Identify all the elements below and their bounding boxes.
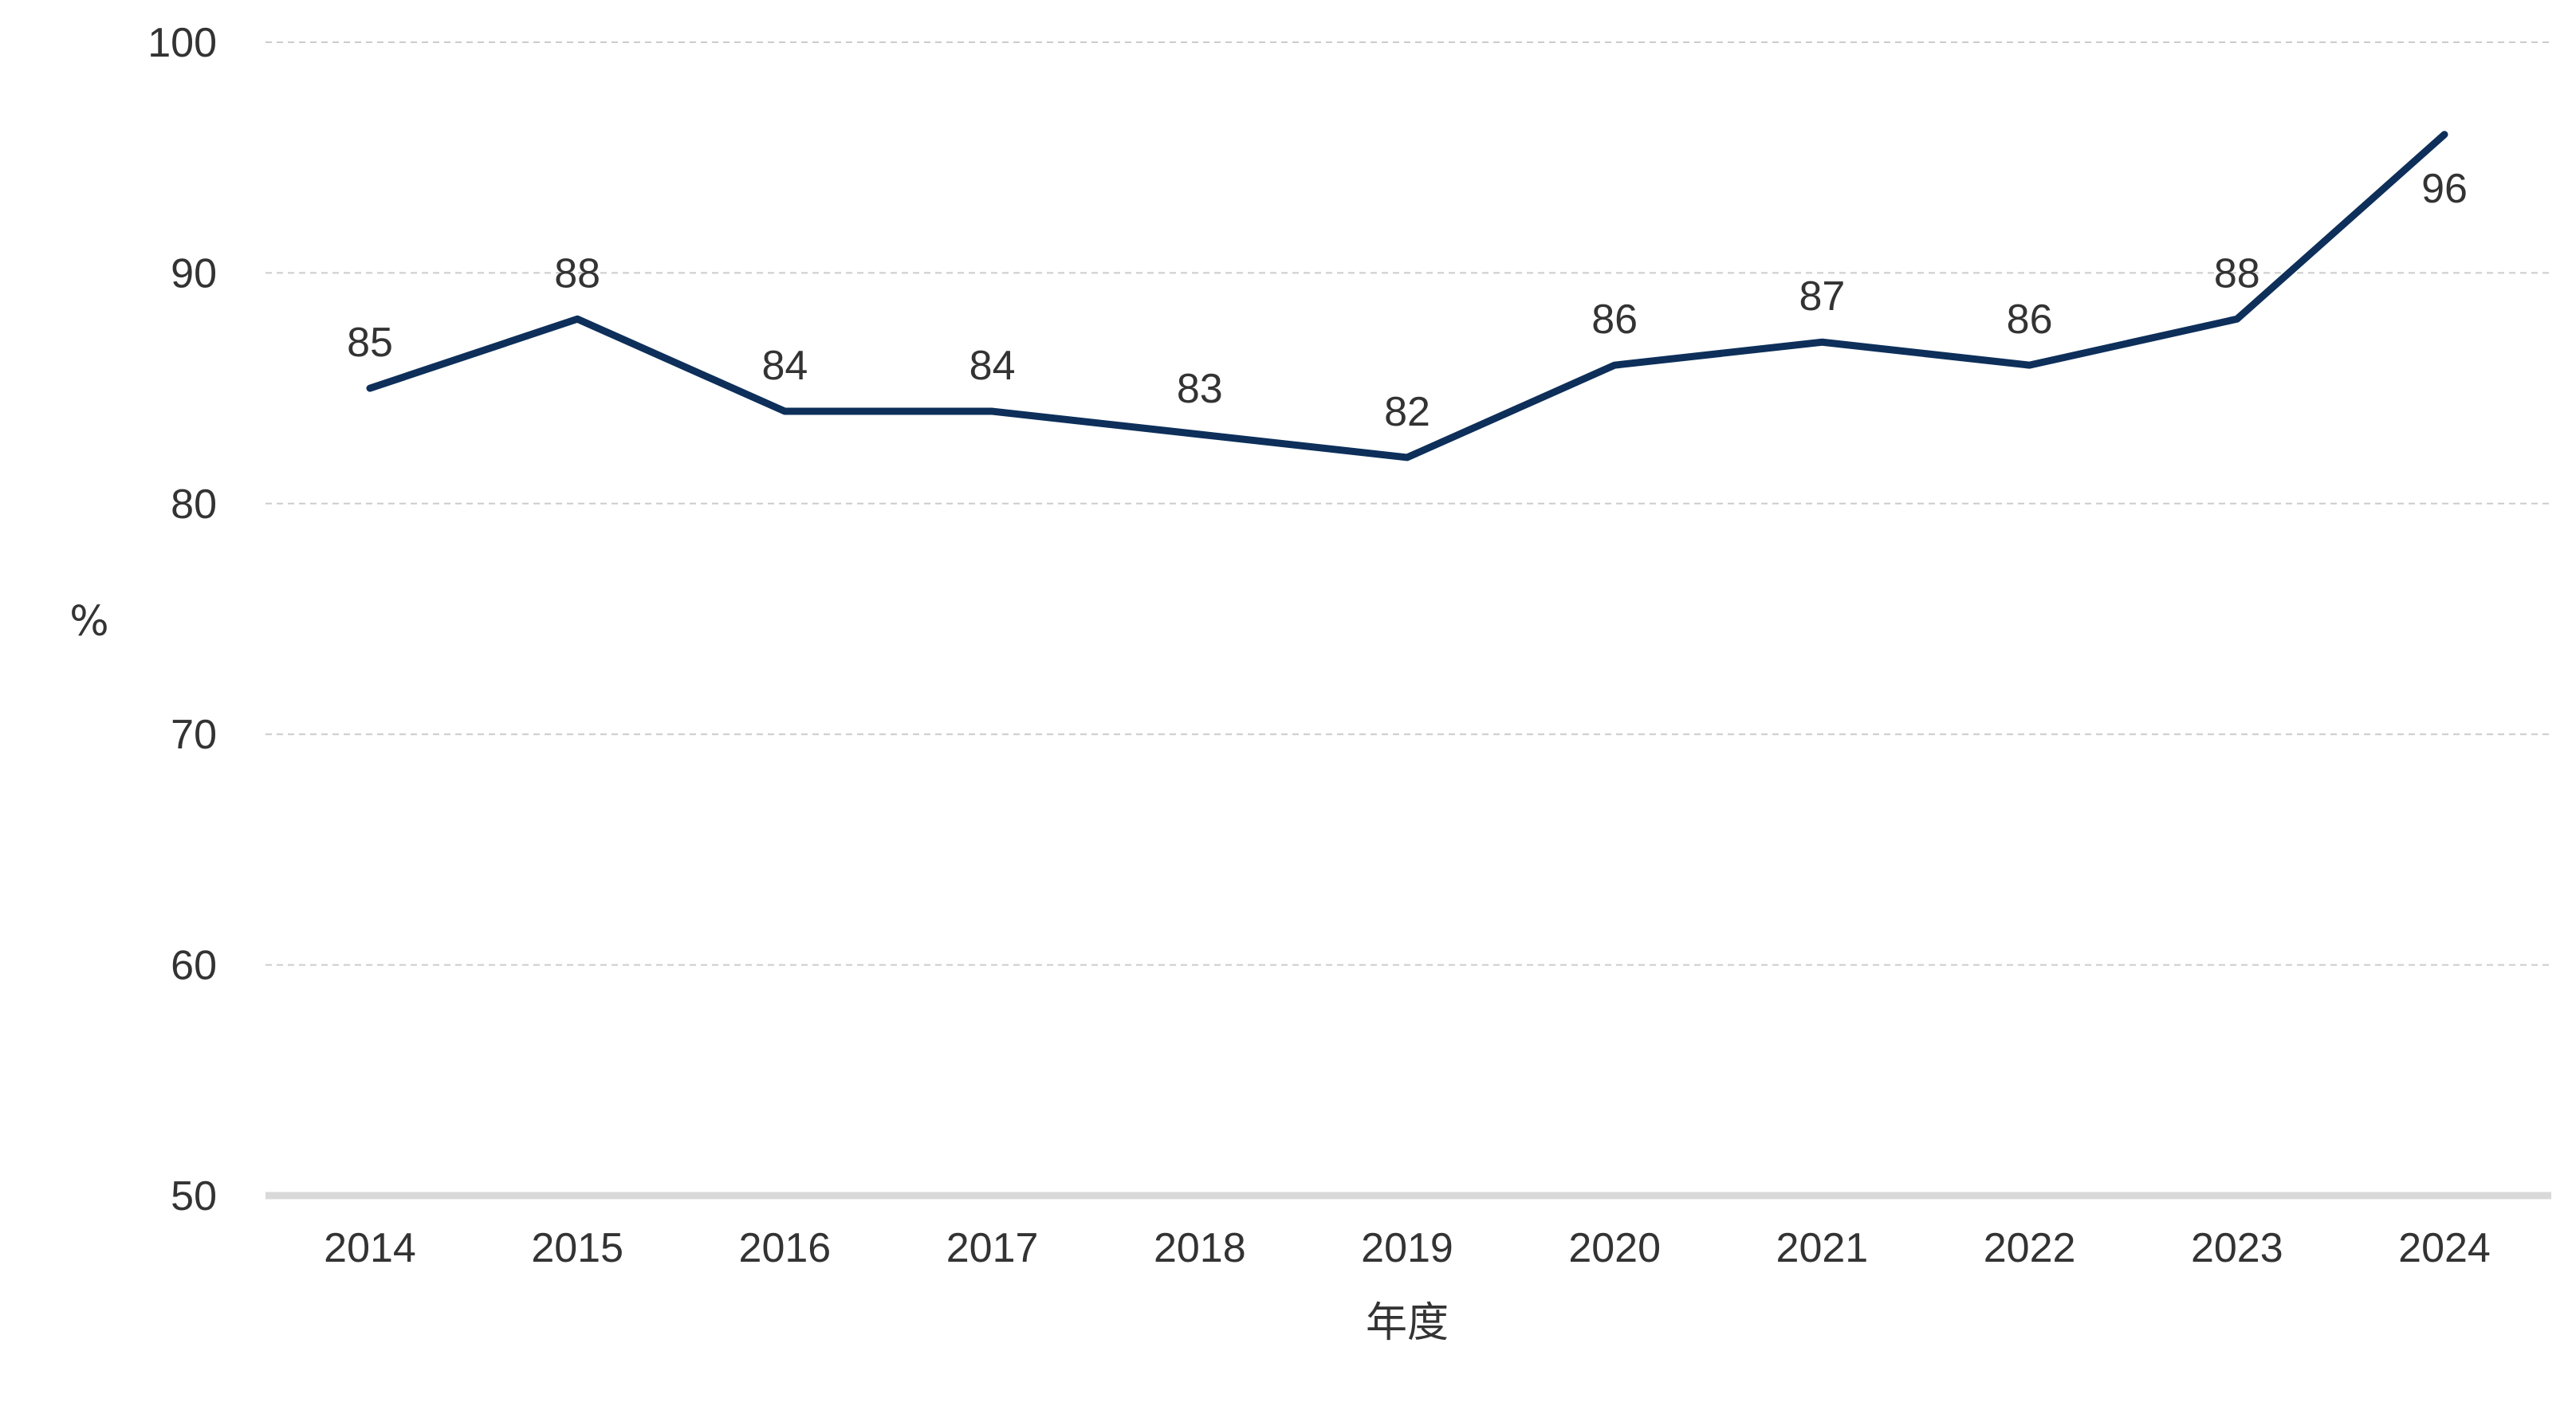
- x-tick-label: 2020: [1568, 1225, 1661, 1271]
- data-label: 85: [347, 320, 393, 366]
- x-tick-label: 2017: [946, 1225, 1039, 1271]
- y-tick-label: 60: [171, 943, 217, 989]
- data-label: 96: [2421, 166, 2468, 212]
- series: [366, 131, 2448, 461]
- x-axis-title: 年度: [1366, 1299, 1449, 1347]
- y-tick-label: 80: [171, 481, 217, 528]
- x-tick-label: 2023: [2191, 1225, 2283, 1271]
- data-label: 88: [2214, 250, 2260, 297]
- y-tick-label: 50: [171, 1173, 217, 1219]
- x-tick-label: 2016: [739, 1225, 832, 1271]
- data-label: 82: [1384, 389, 1430, 435]
- x-tick-label: 2015: [531, 1225, 623, 1271]
- y-tick-label: 90: [171, 250, 217, 297]
- data-labels: 85 88 84 84 83 82 86 87 86 88 96: [347, 166, 2468, 435]
- data-label: 88: [554, 250, 600, 297]
- data-label: 86: [1591, 297, 1638, 343]
- gridlines: [265, 41, 2551, 1200]
- x-tick-label: 2022: [1984, 1225, 2076, 1271]
- series-line: [366, 131, 2448, 461]
- x-axis: 2014 2015 2016 2017 2018 2019 2020 2021 2022 2023…: [324, 1225, 2491, 1271]
- y-axis-title: %: [69, 598, 108, 646]
- data-label: 87: [1799, 273, 1845, 320]
- x-tick-label: 2021: [1776, 1225, 1869, 1271]
- x-tick-label: 2014: [324, 1225, 416, 1271]
- x-tick-label: 2019: [1361, 1225, 1453, 1271]
- data-label: 84: [969, 343, 1016, 389]
- data-label: 84: [761, 343, 808, 389]
- x-tick-label: 2024: [2398, 1225, 2491, 1271]
- y-tick-label: 70: [171, 712, 217, 758]
- x-tick-label: 2018: [1154, 1225, 1246, 1271]
- data-label: 83: [1177, 366, 1223, 412]
- y-axis: 50 60 70 80 90 100: [147, 20, 217, 1219]
- y-tick-label: 100: [147, 20, 217, 66]
- data-label: 86: [2007, 297, 2053, 343]
